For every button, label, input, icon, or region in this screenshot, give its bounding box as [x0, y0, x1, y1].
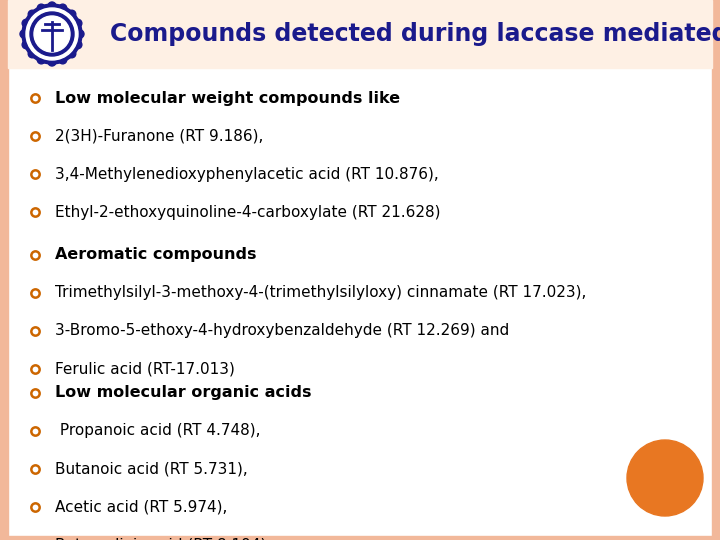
Text: Ferulic acid (RT-17.013): Ferulic acid (RT-17.013)	[55, 361, 235, 376]
Text: 2(3H)-Furanone (RT 9.186),: 2(3H)-Furanone (RT 9.186),	[55, 129, 264, 144]
Circle shape	[30, 12, 74, 56]
Bar	[0, 536, 720, 540]
Text: Low molecular organic acids: Low molecular organic acids	[55, 386, 312, 401]
Text: Ethyl-2-ethoxyquinoline-4-carboxylate (RT 21.628): Ethyl-2-ethoxyquinoline-4-carboxylate (R…	[55, 205, 441, 219]
Circle shape	[68, 50, 76, 58]
Text: Aeromatic compounds: Aeromatic compounds	[55, 247, 256, 262]
Bar	[8, 0, 712, 68]
Circle shape	[68, 10, 76, 18]
Circle shape	[627, 440, 703, 516]
Bar	[0, 0, 8, 540]
Bar	[0, 0, 720, 4]
Circle shape	[74, 40, 82, 49]
Circle shape	[20, 30, 28, 38]
Circle shape	[22, 19, 30, 28]
Circle shape	[48, 58, 56, 66]
Circle shape	[28, 50, 36, 58]
Circle shape	[74, 19, 82, 28]
Text: Low molecular weight compounds like: Low molecular weight compounds like	[55, 91, 400, 105]
Circle shape	[59, 56, 67, 64]
Circle shape	[22, 4, 82, 64]
Text: Acetic acid (RT 5.974),: Acetic acid (RT 5.974),	[55, 500, 228, 515]
Circle shape	[28, 10, 36, 18]
Circle shape	[22, 40, 30, 49]
Circle shape	[37, 4, 45, 12]
Text: Butanoic acid (RT 5.731),: Butanoic acid (RT 5.731),	[55, 462, 248, 476]
Circle shape	[26, 8, 78, 60]
Text: Compounds detected during laccase mediated delignifica: Compounds detected during laccase mediat…	[110, 22, 720, 46]
Circle shape	[48, 2, 56, 10]
Bar	[712, 0, 720, 540]
Circle shape	[76, 30, 84, 38]
Text: Trimethylsilyl-3-methoxy-4-(trimethylsilyloxy) cinnamate (RT 17.023),: Trimethylsilyl-3-methoxy-4-(trimethylsil…	[55, 286, 586, 300]
Circle shape	[37, 56, 45, 64]
Text: Butanedioic acid (RT 8.194): Butanedioic acid (RT 8.194)	[55, 537, 266, 540]
Text: 3,4-Methylenedioxyphenylacetic acid (RT 10.876),: 3,4-Methylenedioxyphenylacetic acid (RT …	[55, 166, 438, 181]
Circle shape	[34, 16, 70, 52]
Circle shape	[59, 4, 67, 12]
Text: 3-Bromo-5-ethoxy-4-hydroxybenzaldehyde (RT 12.269) and: 3-Bromo-5-ethoxy-4-hydroxybenzaldehyde (…	[55, 323, 509, 339]
Text: Propanoic acid (RT 4.748),: Propanoic acid (RT 4.748),	[55, 423, 261, 438]
